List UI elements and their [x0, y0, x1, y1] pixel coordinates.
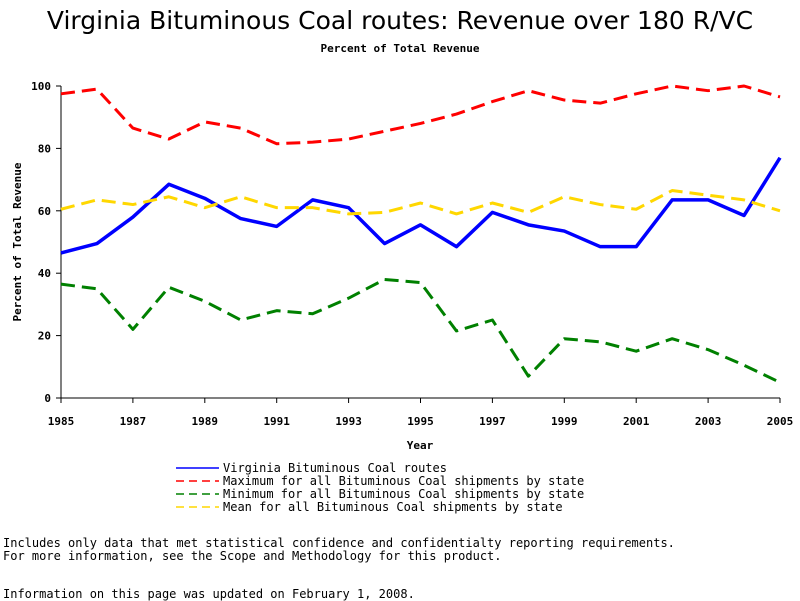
footnote-confidence: Includes only data that met statistical …: [3, 536, 675, 550]
x-tick-label: 1991: [263, 415, 290, 428]
x-ticks: 1985 1987 1989 1991 1993 1995 1997 1999 2001 2003…: [48, 398, 794, 428]
y-ticks: 0 20 40 60 80 100: [31, 80, 61, 405]
y-tick-label: 0: [44, 392, 51, 405]
legend-label-1: Virginia Bituminous Coal routes: [223, 461, 447, 475]
x-tick-label: 1989: [192, 415, 219, 428]
legend-label-2: Maximum for all Bituminous Coal shipment…: [223, 474, 584, 488]
y-tick-label: 100: [31, 80, 51, 93]
x-tick-label: 1995: [407, 415, 434, 428]
legend-label-4: Mean for all Bituminous Coal shipments b…: [223, 500, 563, 514]
x-tick-label: 1985: [48, 415, 75, 428]
x-tick-label: 2001: [623, 415, 650, 428]
series-line-1: [60, 156, 782, 255]
x-tick-label: 1987: [120, 415, 147, 428]
chart-subtitle: Percent of Total Revenue: [320, 42, 480, 55]
series-line-3: [60, 277, 781, 384]
series-line-2: [60, 84, 781, 146]
y-tick-label: 40: [38, 267, 51, 280]
y-tick-label: 80: [38, 142, 51, 155]
x-tick-label: 1997: [479, 415, 506, 428]
y-tick-label: 60: [38, 205, 51, 218]
x-tick-label: 1993: [335, 415, 362, 428]
y-tick-label: 20: [38, 330, 51, 343]
x-tick-label: 2003: [695, 415, 722, 428]
footnote-updated: Information on this page was updated on …: [3, 587, 415, 601]
legend-label-3: Minimum for all Bituminous Coal shipment…: [223, 487, 584, 501]
y-axis-title: Percent of Total Revenue: [11, 162, 24, 321]
x-tick-label: 1999: [551, 415, 578, 428]
x-axis-title: Year: [407, 439, 434, 452]
chart-axes: [60, 86, 780, 399]
x-tick-label: 2005: [767, 415, 794, 428]
series-lines: [60, 84, 782, 384]
series-line-4: [60, 189, 781, 216]
footnote-methodology: For more information, see the Scope and …: [3, 549, 502, 563]
chart-title: Virginia Bituminous Coal routes: Revenue…: [46, 6, 754, 35]
